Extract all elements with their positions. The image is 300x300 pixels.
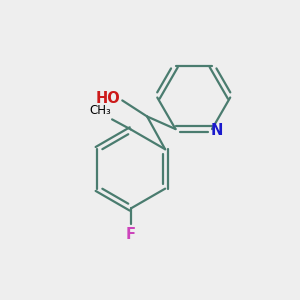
Text: N: N bbox=[211, 123, 224, 138]
Text: HO: HO bbox=[95, 92, 120, 106]
Text: CH₃: CH₃ bbox=[89, 104, 111, 117]
Text: F: F bbox=[126, 227, 136, 242]
